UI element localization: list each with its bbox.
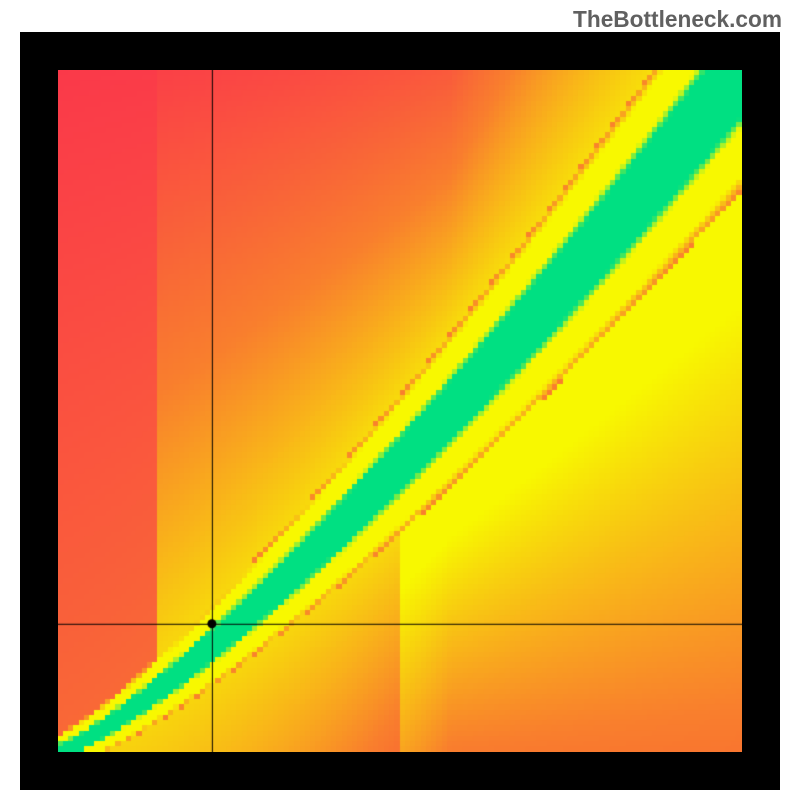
bottleneck-heatmap <box>58 70 742 752</box>
plot-frame <box>20 32 780 790</box>
figure-container: TheBottleneck.com <box>0 0 800 800</box>
watermark-text: TheBottleneck.com <box>573 6 782 33</box>
